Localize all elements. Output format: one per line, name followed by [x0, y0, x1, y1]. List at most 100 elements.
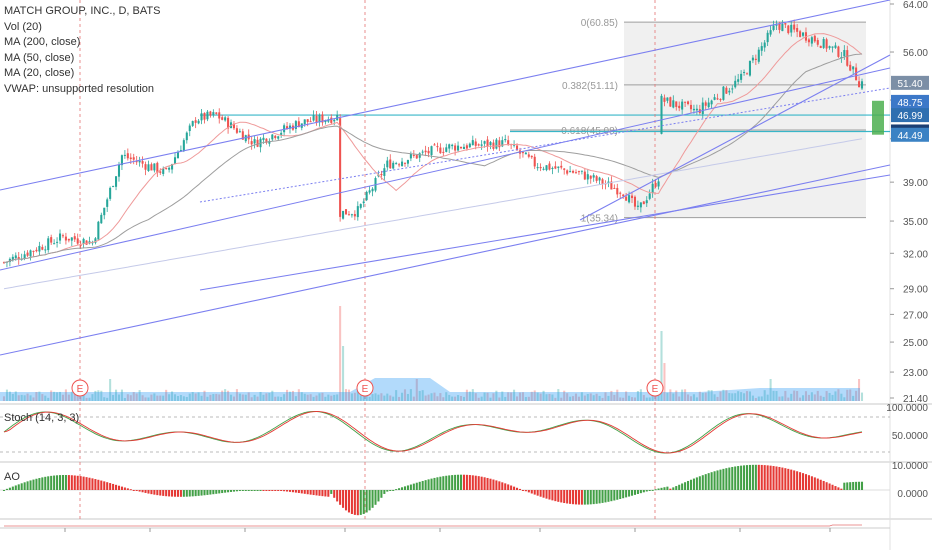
- volume-bar: [825, 391, 828, 401]
- ao-bar: [819, 479, 822, 490]
- volume-bar: [336, 394, 339, 401]
- volume-bar: [194, 393, 197, 401]
- ao-bar: [622, 490, 625, 499]
- ao-bar: [162, 490, 165, 496]
- ao-bar: [489, 478, 492, 490]
- ao-bar: [271, 490, 274, 491]
- ao-bar: [209, 490, 212, 495]
- candle: [415, 155, 418, 159]
- candle: [330, 117, 333, 123]
- ao-bar: [406, 485, 409, 490]
- volume-bar: [486, 392, 489, 401]
- volume-bar: [630, 397, 634, 401]
- candle: [359, 204, 362, 208]
- ao-bar: [241, 490, 244, 491]
- volume-bar: [807, 394, 810, 401]
- price-badge: [891, 94, 929, 109]
- ao-bar: [79, 476, 82, 490]
- volume-bar: [309, 394, 312, 401]
- ao-bar: [389, 490, 392, 491]
- candle: [734, 80, 737, 88]
- candle: [115, 176, 118, 187]
- volume-bar: [91, 394, 94, 401]
- earnings-marker-label: E: [362, 384, 369, 395]
- price-tick-label: 32.00: [903, 249, 928, 260]
- ao-bar: [244, 490, 247, 491]
- price-badge: [891, 108, 929, 123]
- candle: [109, 187, 112, 199]
- ao-bar: [200, 490, 203, 496]
- price-tick-label: 56.00: [903, 48, 928, 59]
- volume-bar: [106, 397, 109, 401]
- candle: [778, 23, 781, 30]
- ao-bar: [288, 490, 292, 492]
- volume-bar: [318, 393, 321, 401]
- ao-bar: [35, 478, 38, 490]
- volume-bar: [415, 379, 418, 401]
- ao-bar: [775, 466, 778, 490]
- candle: [286, 126, 289, 129]
- ao-bar: [660, 487, 663, 490]
- candle: [695, 108, 698, 111]
- candle: [489, 142, 492, 146]
- volume-bar: [401, 392, 404, 401]
- ao-bar: [115, 484, 118, 490]
- volume-bar: [324, 396, 327, 401]
- candle: [607, 181, 610, 183]
- volume-bar: [507, 392, 510, 401]
- candle: [365, 191, 368, 201]
- candle: [790, 24, 793, 33]
- volume-bar: [206, 396, 209, 401]
- volume-bar: [728, 393, 731, 401]
- volume-bar: [406, 393, 409, 401]
- candle: [548, 163, 551, 170]
- ao-bar: [701, 475, 704, 490]
- candle: [421, 151, 424, 153]
- candle: [692, 108, 695, 111]
- ao-bar: [810, 476, 813, 490]
- ao-bar: [860, 481, 864, 490]
- volume-bar: [560, 397, 563, 401]
- candle: [560, 165, 563, 168]
- ao-bar: [630, 490, 634, 496]
- candle: [11, 256, 14, 261]
- volume-bar: [684, 389, 687, 401]
- ao-bar: [339, 490, 342, 505]
- ao-bar: [760, 464, 763, 490]
- candle: [468, 143, 471, 148]
- ao-bar: [182, 490, 185, 497]
- ao-bar: [477, 476, 480, 490]
- volume-bar: [232, 396, 236, 401]
- candle: [221, 117, 224, 120]
- volume-bar: [5, 389, 8, 401]
- ao-bar: [238, 490, 241, 492]
- ao-bar: [350, 490, 353, 514]
- volume-bar: [297, 389, 300, 401]
- volume-bar: [740, 392, 743, 401]
- ao-bar: [731, 466, 734, 490]
- candle: [689, 104, 693, 110]
- ao-bar: [816, 478, 819, 490]
- candle: [551, 167, 554, 169]
- candle: [371, 188, 374, 192]
- ao-bar: [386, 490, 389, 492]
- ao-bar: [224, 490, 227, 493]
- ao-bar: [586, 490, 589, 505]
- candle: [619, 192, 622, 194]
- candle: [486, 139, 489, 147]
- volume-bar: [633, 397, 637, 401]
- volume-bar: [141, 395, 144, 401]
- ao-bar: [524, 490, 527, 492]
- fib-label: 0(60.85): [581, 18, 618, 29]
- candle: [645, 200, 648, 204]
- volume-bar: [371, 394, 374, 401]
- candle: [672, 100, 675, 108]
- candles: [2, 19, 864, 268]
- ao-bar: [85, 477, 88, 490]
- volume-bar: [639, 389, 642, 401]
- volume-bar: [35, 391, 38, 401]
- volume-bar: [241, 394, 244, 401]
- ao-bar: [179, 490, 182, 497]
